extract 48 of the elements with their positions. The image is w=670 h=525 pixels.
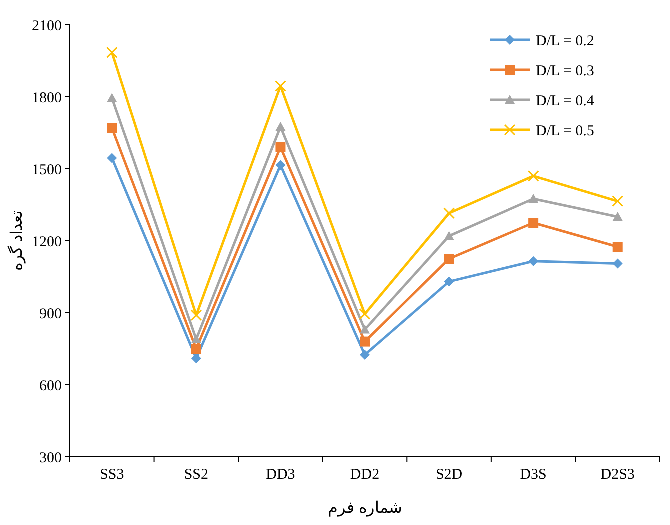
- legend-label: D/L = 0.2: [536, 33, 594, 50]
- point: [106, 46, 118, 58]
- y-tick-label: 300: [40, 450, 62, 466]
- point: [444, 276, 454, 287]
- point: [276, 122, 286, 131]
- y-tick-label: 1500: [32, 162, 62, 178]
- x-tick-label: DD2: [350, 467, 380, 483]
- legend-label: D/L = 0.5: [536, 123, 594, 140]
- point: [528, 194, 539, 203]
- point: [190, 310, 202, 322]
- point: [528, 218, 539, 228]
- legend-label: D/L = 0.3: [536, 63, 594, 80]
- point: [359, 308, 371, 320]
- point: [444, 208, 456, 220]
- legend-label: D/L = 0.4: [536, 93, 595, 110]
- x-tick-label: SS2: [184, 467, 209, 483]
- point: [444, 231, 454, 240]
- x-tick-label: DD3: [266, 467, 296, 483]
- point: [107, 153, 118, 164]
- point: [274, 80, 286, 92]
- point: [276, 142, 286, 152]
- y-axis-title: تعداد گره: [7, 211, 26, 271]
- point: [360, 324, 370, 334]
- point: [191, 344, 202, 354]
- point: [612, 212, 623, 221]
- y-tick-label: 600: [40, 378, 62, 394]
- x-tick-label: S2D: [436, 467, 463, 483]
- point: [528, 256, 539, 266]
- point: [444, 254, 454, 264]
- x-axis-title: شماره فرم: [328, 500, 402, 517]
- x-tick-label: D3S: [520, 467, 547, 483]
- point: [276, 160, 286, 170]
- x-tick-label: D2S3: [600, 467, 635, 483]
- point: [612, 258, 623, 269]
- point: [528, 170, 540, 182]
- point: [107, 93, 118, 102]
- point: [360, 336, 370, 347]
- point: [360, 350, 370, 360]
- point: [107, 123, 118, 134]
- point: [612, 196, 624, 208]
- point: [191, 354, 202, 364]
- point: [191, 334, 202, 344]
- point: [612, 242, 623, 252]
- y-tick-label: 900: [40, 306, 62, 322]
- y-tick-label: 1800: [32, 90, 62, 106]
- x-tick-label: SS3: [100, 467, 124, 483]
- y-tick-label: 2100: [32, 18, 62, 34]
- y-tick-label: 1200: [32, 234, 62, 250]
